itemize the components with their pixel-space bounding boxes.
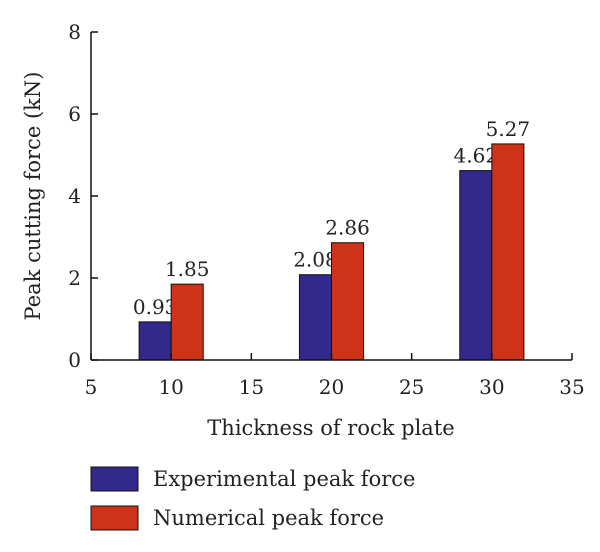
x-tick-label-20: 20: [319, 375, 344, 399]
y-tick-label-4: 4: [68, 184, 81, 208]
x-tick-label-15: 15: [239, 375, 264, 399]
data-label-experimental-30: 4.62: [454, 144, 499, 168]
x-tick-label-5: 5: [85, 375, 98, 399]
y-tick-label-8: 8: [68, 20, 81, 44]
legend-label-numerical: Numerical peak force: [153, 506, 384, 530]
x-tick-label-25: 25: [399, 375, 424, 399]
legend: Experimental peak force Numerical peak fo…: [90, 466, 415, 531]
bar-numerical-20: [331, 242, 365, 361]
bar-experimental-10: [138, 321, 172, 361]
y-tick-label-0: 0: [68, 348, 81, 372]
x-tick-label-30: 30: [479, 375, 504, 399]
bar-experimental-30: [459, 170, 493, 361]
x-tick-label-35: 35: [559, 375, 584, 399]
legend-swatch-experimental: [90, 466, 139, 492]
bar-numerical-10: [170, 283, 204, 361]
data-label-numerical-20: 2.86: [325, 216, 370, 240]
y-tick-label-6: 6: [68, 102, 81, 126]
legend-swatch-numerical: [90, 505, 139, 531]
y-axis-title: Peak cutting force (kN): [21, 72, 45, 321]
data-label-experimental-10: 0.93: [133, 295, 178, 319]
data-label-experimental-20: 2.08: [293, 248, 338, 272]
x-tick-label-10: 10: [158, 375, 183, 399]
bar-experimental-20: [298, 274, 332, 361]
legend-label-experimental: Experimental peak force: [153, 467, 415, 491]
data-label-numerical-30: 5.27: [486, 117, 531, 141]
plot-area: 0.93 2.08 4.62 1.85 2.86 5.27: [133, 117, 531, 361]
axes: 0 2 4 6 8 5 10 15 20 25 30 35: [68, 20, 584, 399]
bar-numerical-30: [491, 143, 525, 361]
data-label-numerical-10: 1.85: [165, 257, 210, 281]
y-tick-label-2: 2: [68, 266, 81, 290]
x-axis-title: Thickness of rock plate: [207, 416, 454, 440]
